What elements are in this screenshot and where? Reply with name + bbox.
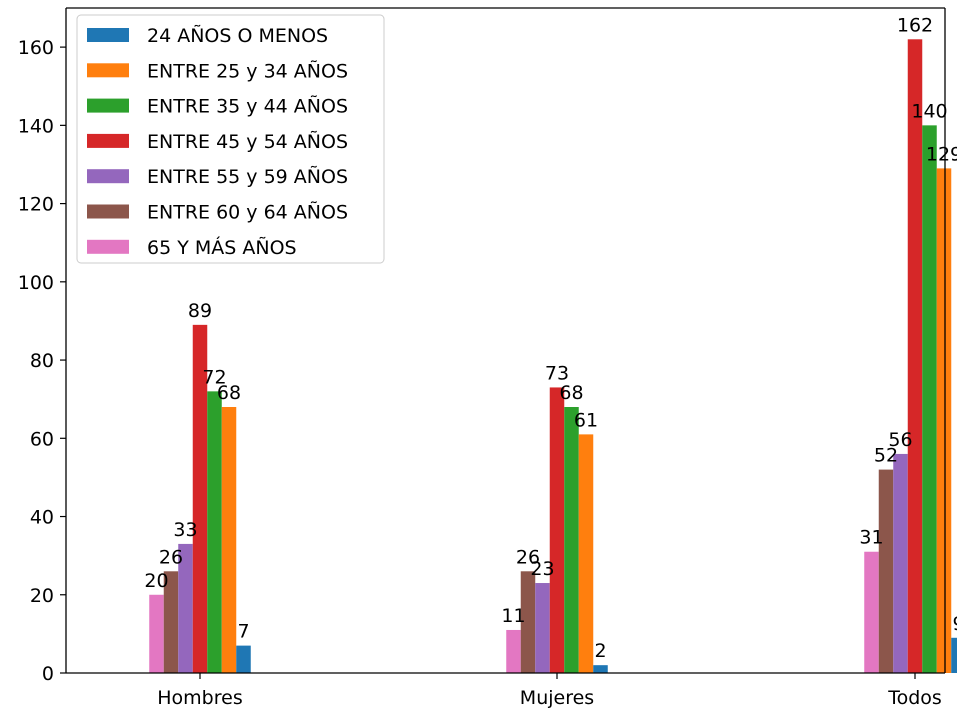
x-tick-label: Hombres xyxy=(157,687,242,709)
y-tick-label: 40 xyxy=(30,507,54,529)
bars-group xyxy=(149,39,957,673)
y-tick-label: 160 xyxy=(18,37,54,59)
bar-mujeres-series-2 xyxy=(564,407,579,673)
bar-hombres-series-2 xyxy=(207,391,222,673)
legend-label: ENTRE 60 y 64 AÑOS xyxy=(147,201,348,224)
x-tick-label: Mujeres xyxy=(520,687,594,709)
legend-swatch xyxy=(87,169,129,184)
bar-mujeres-series-5 xyxy=(520,571,536,673)
bar-hombres-series-4 xyxy=(178,543,193,673)
y-tick-label: 140 xyxy=(18,115,54,137)
bar-hombres-series-0 xyxy=(236,645,251,673)
data-label: 56 xyxy=(888,429,912,451)
bar-hombres-series-3 xyxy=(192,324,208,673)
bar-todos-series-4 xyxy=(893,453,908,673)
data-label: 26 xyxy=(516,546,540,568)
data-label: 23 xyxy=(530,558,554,580)
y-tick-label: 80 xyxy=(30,350,54,372)
bar-todos-series-3 xyxy=(907,39,923,673)
bar-todos-series-6 xyxy=(864,551,879,673)
y-tick-label: 60 xyxy=(30,428,54,450)
data-label: 129 xyxy=(926,143,957,165)
legend-swatch xyxy=(87,98,129,113)
data-label: 33 xyxy=(173,519,197,541)
data-label: 20 xyxy=(144,570,168,592)
data-label: 26 xyxy=(159,546,183,568)
data-label: 7 xyxy=(237,621,249,643)
bar-todos-series-0 xyxy=(951,637,957,673)
data-label: 11 xyxy=(501,605,525,627)
data-labels-group: 2026338972687112623736861231525616214012… xyxy=(144,14,957,662)
data-label: 2 xyxy=(594,640,606,662)
data-label: 61 xyxy=(574,409,598,431)
bar-mujeres-series-1 xyxy=(578,434,594,673)
data-label: 52 xyxy=(874,445,898,467)
legend-label: ENTRE 25 y 34 AÑOS xyxy=(147,59,348,82)
data-label: 9 xyxy=(952,613,957,635)
legend-swatch xyxy=(87,204,129,219)
data-label: 140 xyxy=(911,100,947,122)
legend-label: ENTRE 45 y 54 AÑOS xyxy=(147,130,348,153)
data-label: 89 xyxy=(188,300,212,322)
data-label: 31 xyxy=(859,527,883,549)
legend-swatch xyxy=(87,63,129,78)
legend-swatch xyxy=(87,239,129,254)
x-tick-label: Todos xyxy=(887,687,942,709)
bar-mujeres-series-3 xyxy=(549,387,565,673)
legend-swatch xyxy=(87,28,129,42)
legend: 24 AÑOS O MENOS ENTRE 25 y 34 AÑOS ENTRE 3… xyxy=(76,14,385,264)
bar-mujeres-series-4 xyxy=(535,583,550,673)
data-label: 68 xyxy=(559,382,583,404)
legend-swatch xyxy=(87,133,129,148)
bar-todos-series-2 xyxy=(922,125,937,673)
legend-label: 24 AÑOS O MENOS xyxy=(147,24,328,47)
data-label: 68 xyxy=(217,382,241,404)
data-label: 162 xyxy=(897,14,933,36)
legend-label: ENTRE 35 y 44 AÑOS xyxy=(147,95,348,118)
data-label: 72 xyxy=(202,366,226,388)
legend-label: 65 Y MÁS AÑOS xyxy=(147,236,297,259)
bar-hombres-series-1 xyxy=(221,407,237,673)
axes-group: 0 20 40 60 80 100 120 140 160 Hombres Mujeres Todos xyxy=(18,7,946,709)
legend-box xyxy=(76,14,385,264)
bar-hombres-series-6 xyxy=(149,594,164,673)
bar-todos-series-5 xyxy=(878,469,894,673)
data-label: 73 xyxy=(545,362,569,384)
bar-mujeres-series-6 xyxy=(506,629,521,673)
y-tick-label: 20 xyxy=(30,585,54,607)
y-tick-label: 100 xyxy=(18,272,54,294)
bar-hombres-series-5 xyxy=(163,571,179,673)
y-tick-label: 0 xyxy=(42,663,54,685)
bar-todos-series-1 xyxy=(936,168,952,673)
bar-mujeres-series-0 xyxy=(593,665,608,673)
y-tick-label: 120 xyxy=(18,194,54,216)
legend-label: ENTRE 55 y 59 AÑOS xyxy=(147,165,348,188)
